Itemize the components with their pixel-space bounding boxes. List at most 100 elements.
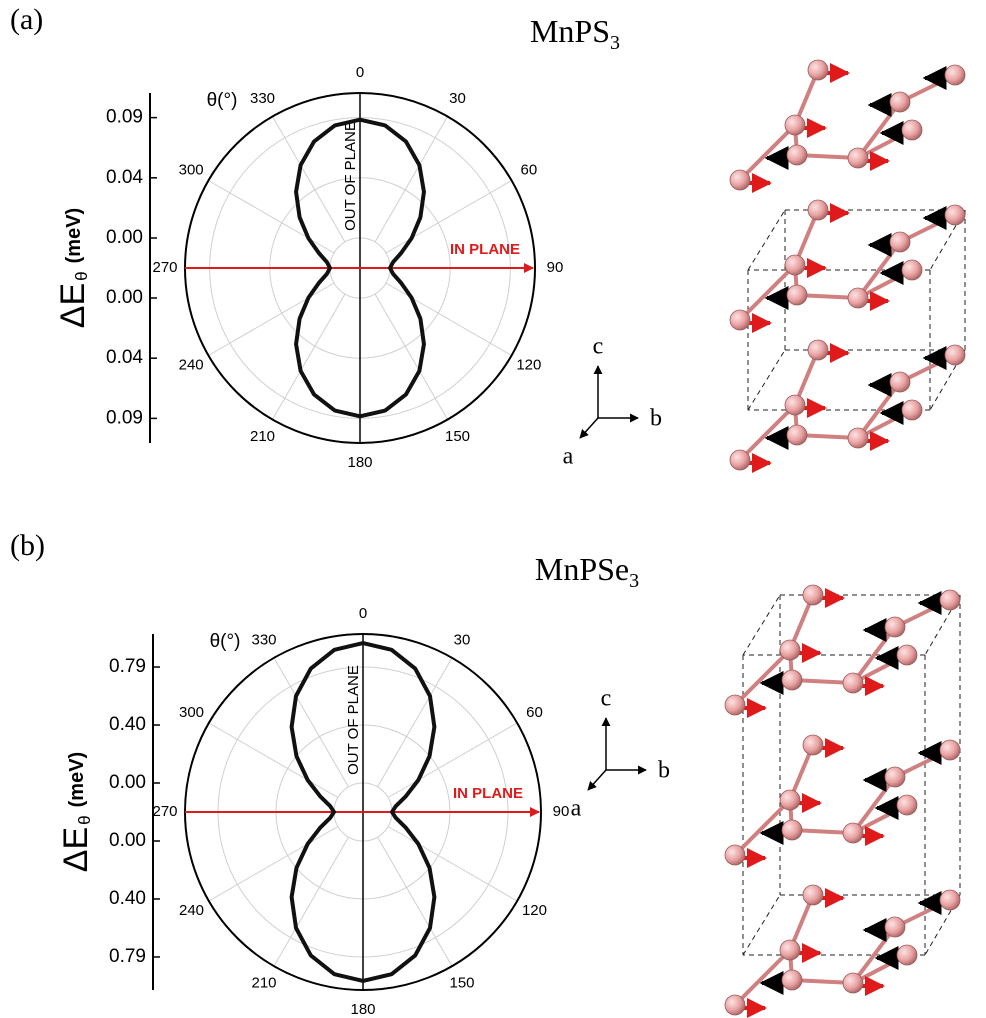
angle-label: 330 — [250, 90, 275, 107]
y-tick-label: 0.09 — [106, 107, 143, 128]
atom — [780, 940, 800, 960]
theta-label: θ(°) — [210, 631, 241, 652]
y-tick-label: 0.79 — [109, 946, 146, 967]
atom — [897, 795, 917, 815]
y-tick-label: 0.00 — [106, 227, 143, 248]
atom — [890, 92, 910, 112]
atom — [780, 640, 800, 660]
out-of-plane-label: OUT OF PLANE — [342, 121, 359, 231]
atom — [885, 917, 905, 937]
unit-cell-edge — [748, 350, 785, 410]
atom — [945, 345, 965, 365]
angle-label: 210 — [250, 428, 275, 445]
atom — [785, 255, 805, 275]
axis-a-label: a — [563, 444, 574, 470]
atom — [803, 585, 823, 605]
y-label-unit: (meV) — [63, 208, 85, 264]
grid-spoke — [273, 294, 346, 420]
theta-label: θ(°) — [207, 90, 238, 111]
bond — [740, 125, 795, 180]
angle-label: 0 — [359, 605, 367, 622]
panel-label: (b) — [10, 529, 45, 562]
grid-spoke — [208, 181, 334, 254]
angle-label: 150 — [449, 974, 474, 991]
atom — [843, 673, 863, 693]
grid-spoke — [208, 283, 334, 356]
atom — [897, 645, 917, 665]
axis-a — [580, 418, 598, 438]
atom — [885, 767, 905, 787]
angle-label: 150 — [445, 428, 470, 445]
y-tick-label: 0.04 — [106, 347, 143, 368]
atom — [803, 735, 823, 755]
grid-spoke — [273, 116, 346, 242]
atom — [848, 288, 868, 308]
axis-a-label: a — [571, 796, 582, 822]
grid-spoke — [375, 116, 448, 242]
y-label-unit: (meV) — [66, 752, 88, 808]
title-main: MnPS — [530, 13, 610, 49]
in-plane-label: IN PLANE — [450, 241, 520, 258]
bond — [853, 777, 895, 833]
angle-label: 120 — [516, 356, 541, 373]
figure: (a)MnPS30306090120150180210240270300330θ… — [0, 0, 986, 1018]
angle-label: 0 — [356, 64, 364, 81]
y-tick-label: 0.09 — [106, 407, 143, 428]
bond — [740, 405, 795, 460]
atom — [945, 205, 965, 225]
angle-label: 240 — [179, 902, 204, 919]
grid-spoke — [386, 283, 512, 356]
y-axis-label: ΔE θ (meV) — [54, 208, 92, 328]
axis-c-label: c — [593, 334, 604, 360]
axis-c-label: c — [601, 686, 612, 712]
angle-label: 300 — [179, 161, 204, 178]
atom — [787, 285, 807, 305]
angle-label: 60 — [526, 704, 543, 721]
y-tick-label: 0.40 — [109, 888, 146, 909]
angle-label: 240 — [179, 356, 204, 373]
chart-title: MnPSe3 — [535, 551, 639, 591]
angle-label: 30 — [449, 90, 466, 107]
atom — [902, 120, 922, 140]
atom — [782, 970, 802, 990]
unit-cell-edge — [748, 210, 785, 270]
title-main: MnPSe — [535, 551, 629, 587]
unit-cell-edge — [743, 595, 780, 655]
atom — [725, 845, 745, 865]
angle-label: 60 — [521, 161, 538, 178]
atom — [940, 890, 960, 910]
bond — [858, 102, 900, 158]
bond — [735, 950, 790, 1005]
axis-b-label: b — [650, 406, 662, 432]
atom — [725, 695, 745, 715]
atom — [730, 170, 750, 190]
atom — [897, 945, 917, 965]
atom — [787, 425, 807, 445]
y-tick-label: 0.40 — [109, 714, 146, 735]
chart-title: MnPS3 — [530, 13, 620, 53]
atom — [808, 340, 828, 360]
atom — [785, 395, 805, 415]
atom — [945, 65, 965, 85]
in-plane-label: IN PLANE — [453, 785, 523, 802]
y-label-main: ΔE — [54, 283, 92, 328]
angle-label: 300 — [179, 704, 204, 721]
y-tick-label: 0.00 — [109, 830, 146, 851]
angle-label: 30 — [454, 631, 471, 648]
title-subscript: 3 — [610, 32, 620, 54]
angle-label: 270 — [152, 259, 177, 276]
atom — [730, 310, 750, 330]
atom — [940, 590, 960, 610]
angle-label: 90 — [553, 803, 570, 820]
angle-label: 120 — [522, 902, 547, 919]
grid-spoke — [375, 294, 448, 420]
atom — [730, 450, 750, 470]
y-tick-label: 0.00 — [106, 287, 143, 308]
angle-label: 330 — [251, 631, 276, 648]
atom — [940, 740, 960, 760]
atom — [848, 428, 868, 448]
y-label-subscript: θ — [72, 271, 91, 280]
atom — [890, 372, 910, 392]
angle-label: 90 — [547, 259, 564, 276]
atom — [782, 820, 802, 840]
